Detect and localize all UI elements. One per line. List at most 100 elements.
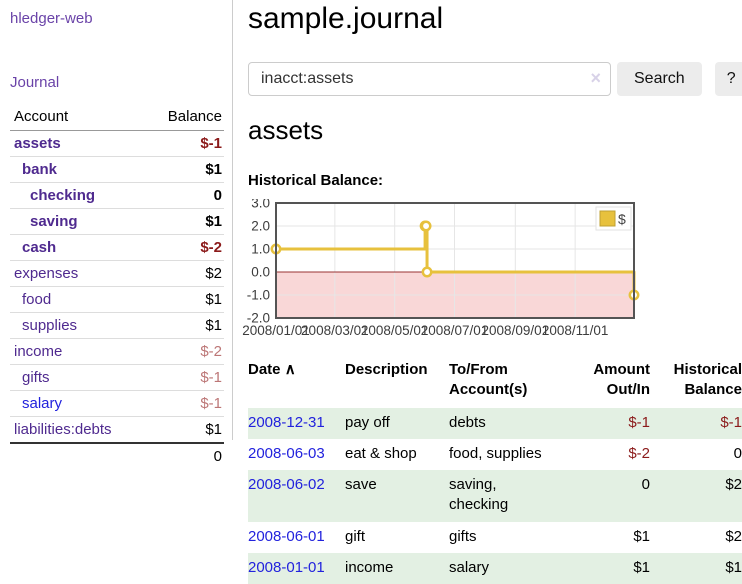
account-row: liabilities:debts $1: [10, 417, 224, 444]
account-row: expenses $2: [10, 261, 224, 287]
register-header-description: Description: [345, 358, 449, 408]
date-header-label: Date: [248, 361, 281, 378]
clear-search-icon[interactable]: ×: [590, 68, 601, 88]
account-balance: $1: [144, 287, 224, 313]
register-header-date[interactable]: Date ∧: [248, 358, 345, 408]
transaction-accounts: gifts: [449, 522, 565, 553]
transaction-amount: $-1: [565, 408, 650, 439]
y-tick-label: 0.0: [251, 265, 270, 280]
sidebar-account-expenses[interactable]: expenses: [10, 265, 78, 282]
register-header-row: Date ∧ Description To/From Account(s) Am…: [248, 358, 742, 408]
transaction-description: save: [345, 470, 449, 522]
transaction-description: income: [345, 553, 449, 584]
transaction-description: gift: [345, 522, 449, 553]
account-row: checking 0: [10, 183, 224, 209]
account-title: assets: [248, 115, 742, 146]
x-tick-label: 2008/09/01: [482, 323, 550, 338]
accounts-table: Account Balance assets $-1 bank $1 checking 0…: [10, 104, 224, 469]
x-tick-label: 2008/05/01: [361, 323, 429, 338]
app-title-link[interactable]: hledger-web: [10, 10, 93, 27]
account-row: assets $-1: [10, 131, 224, 157]
x-tick-label: 2008/07/01: [421, 323, 489, 338]
transaction-date-link[interactable]: 2008-01-01: [248, 559, 325, 576]
help-button[interactable]: ?: [715, 62, 742, 96]
register-header-amount: Amount Out/In: [565, 358, 650, 408]
transaction-balance: $2: [650, 470, 742, 522]
account-row: food $1: [10, 287, 224, 313]
sidebar: hledger-web Journal Account Balance asse…: [0, 0, 233, 440]
sidebar-account-income[interactable]: income: [10, 343, 62, 360]
account-row: supplies $1: [10, 313, 224, 339]
sidebar-account-food[interactable]: food: [10, 291, 51, 308]
transaction-amount: $1: [565, 522, 650, 553]
sidebar-account-checking[interactable]: checking: [10, 187, 95, 204]
account-balance: $-1: [144, 391, 224, 417]
accounts-table-header: Account Balance: [10, 104, 224, 131]
account-balance: $1: [144, 313, 224, 339]
transaction-accounts: food, supplies: [449, 439, 565, 470]
sidebar-account-gifts[interactable]: gifts: [10, 369, 50, 386]
transaction-date-link[interactable]: 2008-12-31: [248, 414, 325, 431]
register-header-balance: Historical Balance: [650, 358, 742, 408]
account-row: cash $-2: [10, 235, 224, 261]
account-balance: $-1: [144, 365, 224, 391]
accounts-header-account: Account: [10, 104, 144, 131]
data-point-marker: [423, 268, 431, 276]
accounts-total-spacer: [10, 443, 144, 469]
transaction-description: eat & shop: [345, 439, 449, 470]
chart-label: Historical Balance:: [248, 172, 742, 189]
sidebar-account-saving[interactable]: saving: [10, 213, 78, 230]
account-row: saving $1: [10, 209, 224, 235]
transaction-balance: $1: [650, 553, 742, 584]
register-table: Date ∧ Description To/From Account(s) Am…: [248, 358, 742, 584]
sort-ascending-icon: ∧: [285, 361, 296, 378]
transaction-date-link[interactable]: 2008-06-01: [248, 528, 325, 545]
account-row: income$-2: [10, 339, 224, 365]
sidebar-account-supplies[interactable]: supplies: [10, 317, 77, 334]
balance-chart-svg: $3.02.01.00.0-1.0-2.02008/01/012008/03/0…: [239, 199, 739, 341]
legend-swatch: [600, 211, 615, 226]
transaction-accounts: salary: [449, 553, 565, 584]
transaction-date-link[interactable]: 2008-06-03: [248, 445, 325, 462]
y-tick-label: 1.0: [251, 242, 270, 257]
sidebar-account-bank[interactable]: bank: [10, 161, 57, 178]
sidebar-item-journal[interactable]: Journal: [10, 74, 59, 91]
x-tick-label: 2008/01/01: [242, 323, 310, 338]
sidebar-account-assets[interactable]: assets: [10, 135, 61, 152]
page-title: sample.journal: [248, 2, 742, 36]
account-row: salary $-1: [10, 391, 224, 417]
search-button[interactable]: Search: [617, 62, 702, 96]
search-input[interactable]: [248, 62, 611, 96]
transaction-description: pay off: [345, 408, 449, 439]
account-row: bank $1: [10, 157, 224, 183]
transaction-amount: $1: [565, 553, 650, 584]
y-tick-label: 3.0: [251, 199, 270, 211]
accounts-total-row: 0: [10, 443, 224, 469]
sidebar-account-liabilities-debts[interactable]: liabilities:debts: [10, 421, 112, 438]
account-balance: $2: [144, 261, 224, 287]
transaction-date-link[interactable]: 2008-06-02: [248, 476, 325, 493]
legend-label: $: [618, 211, 626, 227]
account-balance: $1: [144, 157, 224, 183]
account-balance: 0: [144, 183, 224, 209]
account-balance: $-2: [144, 235, 224, 261]
register-header-accounts: To/From Account(s): [449, 358, 565, 408]
transaction-balance: $2: [650, 522, 742, 553]
account-balance: $1: [144, 417, 224, 444]
sidebar-account-salary[interactable]: salary: [10, 395, 62, 412]
account-balance: $-1: [144, 131, 224, 157]
account-balance: $1: [144, 209, 224, 235]
sidebar-account-cash[interactable]: cash: [10, 239, 56, 256]
y-tick-label: 2.0: [251, 219, 270, 234]
accounts-header-balance: Balance: [144, 104, 224, 131]
search-bar: × Search ?: [248, 62, 742, 96]
x-tick-label: 2008/03/01: [301, 323, 369, 338]
accounts-total-value: 0: [144, 443, 224, 469]
